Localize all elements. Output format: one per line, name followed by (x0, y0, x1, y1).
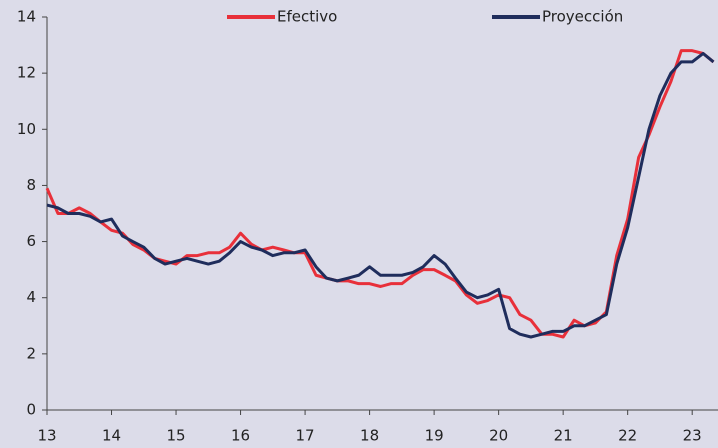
legend-label: Efectivo (277, 8, 337, 26)
y-tick-label: 4 (26, 288, 36, 306)
x-tick-label: 14 (102, 427, 121, 445)
x-tick-label: 23 (683, 427, 702, 445)
y-tick-label: 10 (17, 120, 36, 138)
x-tick-label: 13 (37, 427, 56, 445)
y-tick-label: 14 (17, 8, 36, 26)
x-tick-label: 15 (166, 427, 185, 445)
x-tick-label: 17 (296, 427, 315, 445)
y-tick-label: 2 (26, 344, 36, 362)
x-tick-label: 18 (360, 427, 379, 445)
x-tick-label: 16 (231, 427, 250, 445)
x-tick-label: 19 (425, 427, 444, 445)
y-tick-label: 0 (26, 401, 36, 419)
legend-label: Proyección (542, 8, 623, 26)
x-tick-label: 22 (618, 427, 637, 445)
series-line (46, 51, 715, 339)
series-line (45, 49, 715, 339)
y-tick-label: 8 (26, 176, 36, 194)
x-tick-label: 21 (554, 427, 573, 445)
x-tick-label: 20 (489, 427, 508, 445)
y-tick-label: 6 (26, 232, 36, 250)
y-tick-label: 12 (17, 64, 36, 82)
